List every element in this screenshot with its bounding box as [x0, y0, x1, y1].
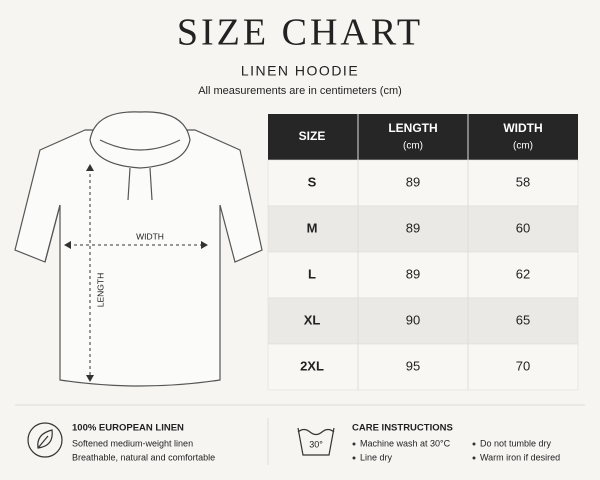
measure-cell: 95: [406, 358, 420, 373]
size-table: SIZE LENGTH (cm) WIDTH (cm) S 89 58 M 89 60 L 89 62 XL…: [267, 114, 579, 391]
subtitle: LINEN HOODIE: [241, 63, 359, 79]
size-cell: S: [308, 174, 317, 189]
bullet: [352, 442, 356, 446]
size-cell: L: [308, 266, 316, 281]
wash-icon: [297, 427, 335, 456]
care-item: Line dry: [360, 452, 393, 462]
table-row: [267, 297, 579, 345]
measure-cell: 89: [406, 174, 420, 189]
title: SIZE CHART: [177, 12, 423, 54]
leaf-icon: [27, 422, 63, 458]
arrowheads: [64, 164, 208, 382]
size-cell: M: [307, 220, 318, 235]
hoodie-illustration: [14, 111, 263, 387]
measure-cell: 62: [516, 266, 530, 281]
length-label: LENGTH: [95, 273, 105, 307]
bullet: [352, 456, 356, 460]
measure-cell: 65: [516, 312, 530, 327]
table-row: [267, 251, 579, 299]
measure-cell: 70: [516, 358, 530, 373]
care-list: Machine wash at 30°C Line dry Do not tumbl…: [352, 438, 560, 462]
column-header: (cm): [513, 141, 533, 152]
column-header: LENGTH: [388, 121, 437, 135]
measure-cell: 89: [406, 266, 420, 281]
column-header: WIDTH: [503, 121, 542, 135]
note: All measurements are in centimeters (cm): [198, 85, 402, 97]
care-item: Machine wash at 30°C: [360, 438, 451, 448]
fabric-title: 100% EUROPEAN LINEN: [72, 423, 184, 434]
column-header: (cm): [403, 141, 423, 152]
fabric-line: Softened medium-weight linen: [72, 438, 193, 448]
width-label: WIDTH: [136, 231, 164, 241]
measure-cell: 89: [406, 220, 420, 235]
bullet: [472, 456, 476, 460]
fabric-line: Breathable, natural and comfortable: [72, 452, 215, 462]
size-cell: XL: [304, 312, 321, 327]
measure-cell: 58: [516, 174, 530, 189]
care-item: Do not tumble dry: [480, 438, 552, 448]
bullet: [472, 442, 476, 446]
measure-cell: 60: [516, 220, 530, 235]
column-header: SIZE: [299, 129, 326, 143]
wash-temp: 30°: [309, 439, 323, 449]
table-row: [267, 343, 579, 391]
care-title: CARE INSTRUCTIONS: [352, 423, 453, 434]
measure-lines: [68, 168, 204, 378]
table-header: [268, 114, 578, 160]
measure-cell: 90: [406, 312, 420, 327]
size-cell: 2XL: [300, 358, 324, 373]
care-item: Warm iron if desired: [480, 452, 560, 462]
